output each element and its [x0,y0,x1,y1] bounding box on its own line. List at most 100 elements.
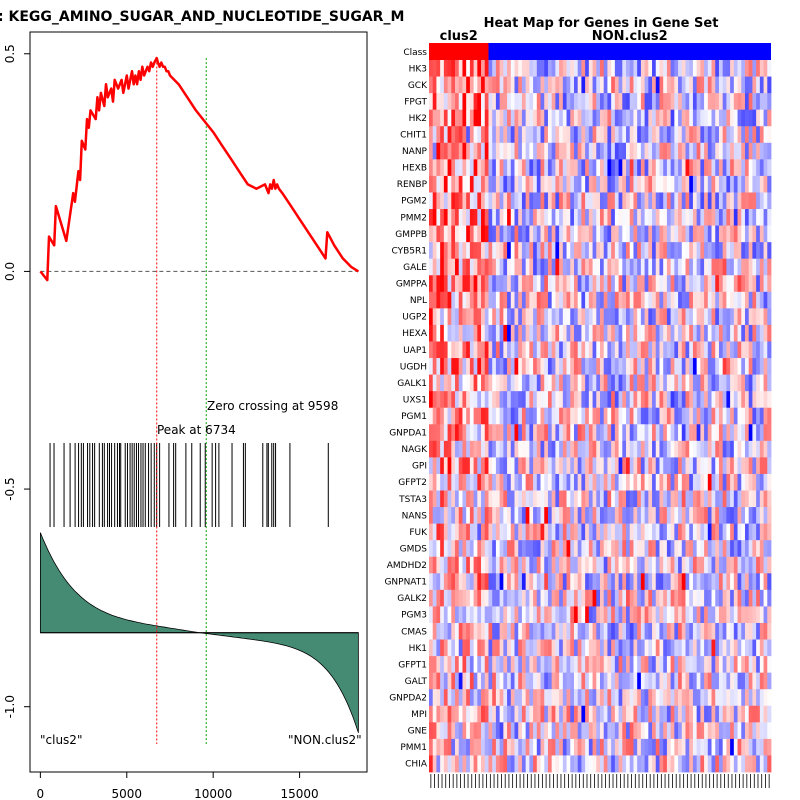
heat-map-cell [759,672,764,690]
heat-map-cell [481,407,486,425]
heat-map-cell [603,672,608,690]
heat-map-cell [432,225,437,243]
heat-map-cell [715,93,720,111]
heat-map-cell [730,507,735,525]
class-name-label: clus2 [440,29,478,44]
heat-map-cell [507,324,512,342]
heat-map-cell [670,424,675,442]
heat-map-cell [655,391,660,409]
heat-map-cell [756,175,761,193]
heat-map-cell [499,407,504,425]
heat-map-cell [748,540,753,558]
heat-map-cell [629,242,634,260]
heat-map-cell [518,291,523,309]
heat-map-cell [481,159,486,177]
heat-map-cell [607,60,612,77]
y-tick-label: -0.5 [3,477,17,500]
heat-map-cell [503,705,508,723]
heat-map-cell [507,540,512,558]
heat-map-cell [462,324,467,342]
heat-map-cell [741,275,746,293]
heat-map-cell [588,523,593,541]
heat-map-cell [507,341,512,359]
heat-map-cell [648,672,653,690]
heat-map-cell [573,705,579,723]
heat-map-cell [503,358,508,376]
heat-map-cell [581,705,586,723]
heat-map-cell [536,291,541,309]
heat-map-cell [696,391,701,409]
heat-map-cell [614,291,619,309]
heat-map-cell [640,523,646,541]
heat-map-cell [451,341,456,359]
heat-map-cell [484,722,489,740]
heat-map-cell [655,424,660,442]
heat-map-cell [614,689,619,707]
x-tick-label: 10000 [194,787,232,800]
heat-map-cell [711,391,716,409]
heat-map-cell [618,391,623,409]
heat-map-cell [484,705,489,723]
heat-map-cell [663,556,668,574]
heat-map-cell [540,209,545,226]
heat-map-cell [652,722,657,740]
heat-map-cell [700,523,705,541]
heat-map-cell [659,490,664,508]
heat-map-cell [573,656,579,674]
heat-map-cell [607,76,612,94]
heat-map-cell [559,60,564,77]
heat-map-cell [607,689,612,707]
heat-map-cell [585,606,590,624]
heat-map-cell [566,341,571,359]
gene-label: TSTA3 [398,495,427,505]
gene-label: PGM3 [401,611,427,621]
heat-map-cell [737,374,742,392]
heat-map-cell [733,258,738,276]
heat-map-cell [637,324,642,342]
heat-map-cell [692,424,698,442]
heat-map-cell [514,755,519,773]
heat-map-cell [429,755,434,773]
heat-map-cell [469,722,475,740]
heat-map-cell [655,689,660,707]
heat-map-cell [655,540,660,558]
heat-map-cell [547,358,553,376]
heat-map-cell [626,60,631,77]
heat-map-cell [525,109,530,127]
heat-map-cell [633,507,638,525]
heat-map-cell [507,457,512,475]
heat-map-cell [477,142,482,160]
heat-map-cell [544,209,549,226]
heat-map-cell [733,457,738,475]
heat-map-cell [603,93,608,111]
heat-map-cell [640,374,646,392]
heat-map-cell [752,523,757,541]
heat-map-cell [592,507,597,525]
heat-map-cell [603,705,608,723]
heat-map-cell [592,424,597,442]
heat-map-cell [514,109,519,127]
heat-map-cell [484,672,489,690]
heat-map-cell [507,76,512,94]
heat-map-cell [741,656,746,674]
heat-map-cell [711,324,716,342]
heat-map-cell [592,76,597,94]
heat-map-cell [733,573,738,591]
heat-map-cell [566,540,571,558]
heat-map-cell [756,755,761,773]
heat-map-cell [540,606,545,624]
heat-map-cell [659,291,664,309]
heat-map-cell [455,755,460,773]
heat-map-cell [692,639,698,657]
heat-map-cell [481,689,486,707]
heat-map-cell [581,358,586,376]
heat-map-cell [722,556,727,574]
heat-map-cell [429,258,434,276]
heat-map-cell [473,341,478,359]
heat-map-cell [521,573,527,591]
heat-map-cell [533,175,538,193]
heat-map-cell [566,324,571,342]
heat-map-cell [633,705,638,723]
heat-map-cell [718,540,724,558]
